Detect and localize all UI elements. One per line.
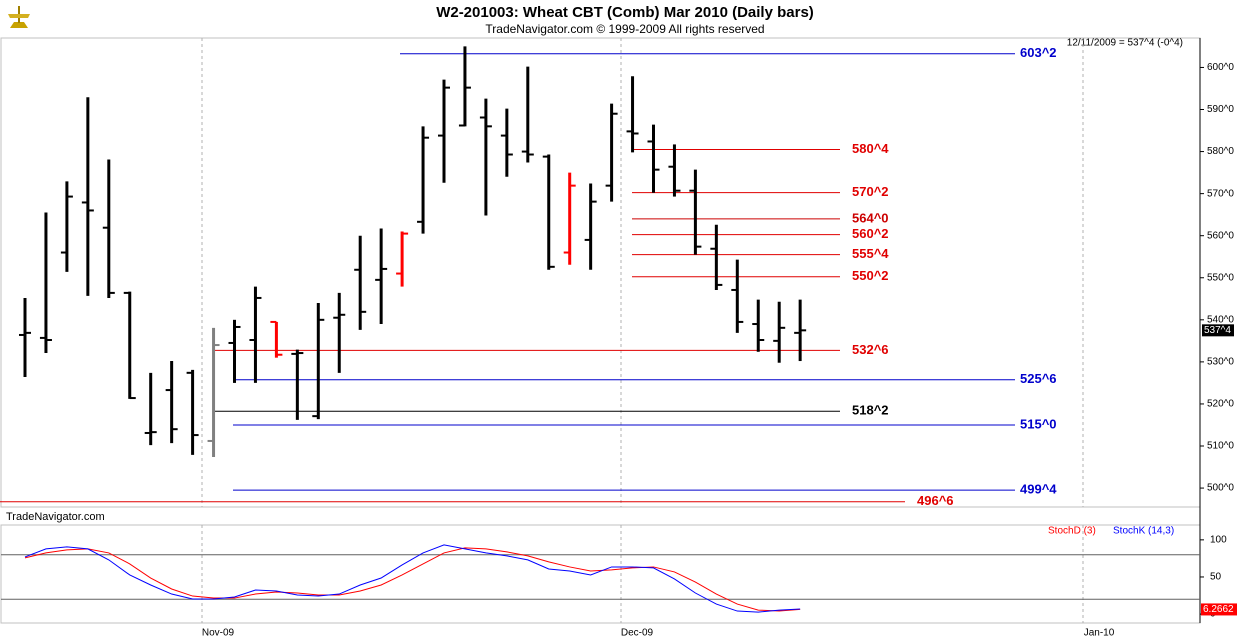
y-tick-label: 600^0 [1207, 62, 1234, 73]
last-price-label: 537^4 [1204, 325, 1231, 336]
y-tick-label: 510^0 [1207, 441, 1234, 452]
y-tick-label: 570^0 [1207, 188, 1234, 199]
level-label: 496^6 [917, 493, 954, 508]
level-label: 499^4 [1020, 482, 1057, 497]
level-label: 550^2 [852, 268, 889, 283]
y-tick-label: 580^0 [1207, 146, 1234, 157]
last-value-box [1201, 603, 1237, 616]
y-tick-label: 590^0 [1207, 104, 1234, 115]
chart-subtitle: TradeNavigator.com © 1999-2009 All right… [485, 22, 764, 36]
level-label: 555^4 [852, 246, 889, 261]
level-label: 603^2 [1020, 45, 1057, 60]
y-tick-label: 50 [1210, 572, 1222, 583]
chart-title: W2-201003: Wheat CBT (Comb) Mar 2010 (Da… [436, 4, 814, 21]
level-label: 560^2 [852, 226, 889, 241]
last-price-box [1202, 324, 1234, 337]
x-tick-label: Jan-10 [1084, 628, 1115, 639]
last-info: 12/11/2009 = 537^4 (-0^4) [1067, 38, 1183, 49]
level-label: 518^2 [852, 403, 889, 418]
level-label: 525^6 [1020, 371, 1057, 386]
last-value-label: 6.2662 [1203, 604, 1234, 615]
x-tick-label: Dec-09 [621, 628, 654, 639]
level-label: 564^0 [852, 210, 889, 225]
y-tick-label: 540^0 [1207, 314, 1234, 325]
level-label: 580^4 [852, 141, 889, 156]
level-label: 532^6 [852, 342, 889, 357]
legend-entry: StochK (14,3) [1113, 526, 1174, 537]
legend-entry: StochD (3) [1048, 526, 1096, 537]
level-label: 570^2 [852, 184, 889, 199]
x-tick-label: Nov-09 [202, 628, 235, 639]
stoch-line [24, 544, 801, 613]
y-tick-label: 530^0 [1207, 357, 1234, 368]
app-icon [6, 3, 32, 31]
y-tick-label: 560^0 [1207, 230, 1234, 241]
y-tick-label: 500^0 [1207, 483, 1234, 494]
y-tick-label: 100 [1210, 534, 1227, 545]
y-tick-label: 520^0 [1207, 399, 1234, 410]
watermark: TradeNavigator.com [6, 511, 105, 523]
stoch-line [24, 547, 801, 612]
y-tick-label: 550^0 [1207, 272, 1234, 283]
level-label: 515^0 [1020, 416, 1057, 431]
